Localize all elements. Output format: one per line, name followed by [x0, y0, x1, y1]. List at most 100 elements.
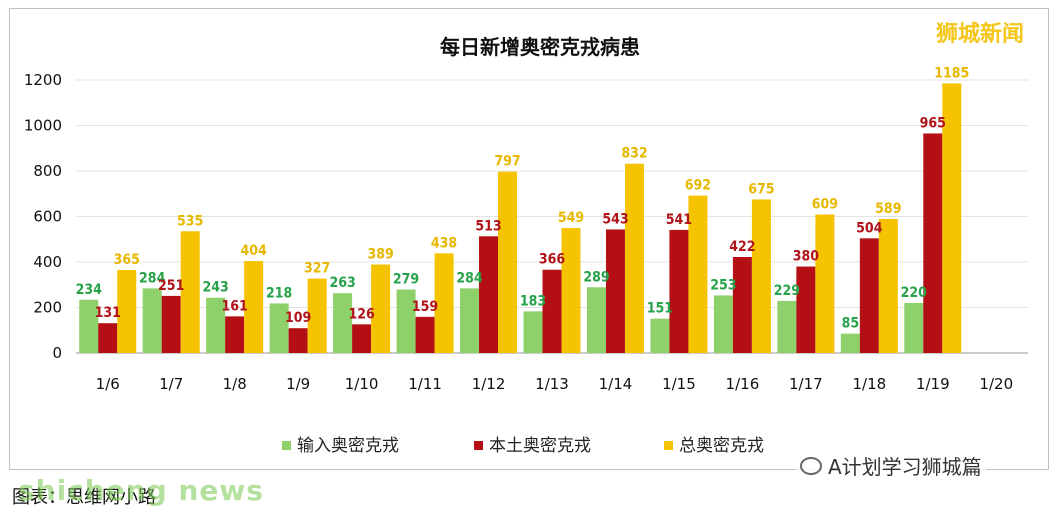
data-label-imported: 253: [710, 277, 736, 293]
data-label-total: 365: [114, 252, 140, 268]
data-label-local: 541: [666, 212, 692, 228]
data-label-local: 161: [222, 298, 248, 314]
wechat-account-name: A计划学习狮城篇: [828, 455, 982, 479]
bar-imported: [650, 318, 670, 353]
legend-label-local: 本土奥密克戎: [489, 436, 591, 456]
y-tick-label: 800: [33, 162, 62, 180]
bar-total: [942, 83, 962, 353]
bar-total: [180, 231, 200, 353]
legend-swatch-total: [664, 441, 673, 450]
legend-label-imported: 输入奥密克戎: [297, 436, 399, 456]
data-label-imported: 234: [76, 282, 103, 298]
wechat-account: A计划学习狮城篇: [796, 451, 986, 480]
bar-local: [98, 323, 118, 353]
data-label-imported: 151: [647, 301, 673, 317]
chart-title: 每日新增奥密克戎病患: [440, 35, 640, 59]
x-axis: 1/6 1/7 1/8 1/9 1/10 1/11 1/12 1/13 1/14 1/15 1/16…: [96, 375, 1013, 393]
bar-total: [815, 214, 835, 353]
x-tick-label: 1/6: [96, 375, 120, 393]
bar-total: [624, 163, 644, 353]
data-label-imported: 220: [901, 285, 928, 301]
data-label-local: 126: [348, 306, 375, 322]
bar-imported: [904, 302, 924, 353]
watermark: shicheng news: [18, 474, 264, 507]
legend: 输入奥密克戎 本土奥密克戎 总奥密克戎: [282, 436, 764, 456]
x-tick-label: 1/18: [852, 375, 886, 393]
data-label-total: 675: [748, 181, 774, 197]
bar-total: [498, 171, 518, 353]
bar-imported: [460, 288, 480, 353]
bar-local: [479, 236, 499, 353]
bar-local: [605, 229, 625, 353]
bar-total: [688, 195, 708, 353]
bars: [79, 83, 962, 353]
x-tick-label: 1/12: [472, 375, 506, 393]
data-label-imported: 218: [266, 285, 292, 301]
x-tick-label: 1/17: [789, 375, 823, 393]
x-tick-label: 1/15: [662, 375, 696, 393]
bar-total: [751, 199, 771, 353]
y-axis: 0 200 400 600 800 1000 1200: [24, 71, 62, 362]
data-label-total: 404: [241, 243, 268, 259]
bar-imported: [333, 293, 353, 353]
data-label-total: 549: [558, 210, 584, 226]
data-label-total: 832: [621, 146, 647, 162]
x-tick-label: 1/7: [159, 375, 183, 393]
data-label-local: 513: [475, 218, 501, 234]
data-label-local: 504: [856, 220, 883, 236]
data-label-imported: 284: [456, 270, 483, 286]
data-label-local: 109: [285, 310, 311, 326]
data-label-local: 965: [920, 115, 946, 131]
bar-local: [859, 238, 879, 353]
y-tick-label: 1200: [24, 71, 62, 89]
data-label-total: 389: [367, 247, 393, 263]
bar-total: [434, 253, 454, 353]
x-tick-label: 1/11: [408, 375, 442, 393]
data-label-imported: 243: [203, 280, 229, 296]
bar-imported: [269, 303, 289, 353]
x-tick-label: 1/14: [599, 375, 633, 393]
bar-local: [669, 229, 689, 353]
bar-imported: [142, 288, 162, 353]
wechat-icon: [800, 456, 822, 475]
bar-local: [225, 316, 245, 353]
bar-local: [923, 133, 943, 353]
brand-logo-text: 狮城新闻: [936, 22, 1025, 47]
data-label-local: 366: [539, 252, 566, 268]
data-label-local: 422: [729, 239, 755, 255]
figure-caption: 图表：思维网小路: [12, 487, 156, 508]
data-label-local: 380: [793, 249, 820, 265]
legend-label-total: 总奥密克戎: [679, 436, 764, 456]
data-label-total: 535: [177, 213, 203, 229]
bar-local: [796, 266, 816, 353]
bar-local: [732, 256, 752, 353]
y-tick-label: 600: [33, 208, 62, 226]
data-label-imported: 289: [583, 269, 609, 285]
y-tick-label: 1000: [24, 117, 62, 135]
bar-total: [307, 278, 327, 353]
legend-swatch-imported: [282, 441, 291, 450]
data-labels: 2341313652842515352431614042181093272631…: [76, 65, 970, 331]
data-label-local: 251: [158, 278, 184, 294]
bar-local: [288, 328, 308, 353]
data-label-total: 589: [875, 201, 901, 217]
x-tick-label: 1/16: [726, 375, 760, 393]
data-label-total: 692: [685, 178, 711, 194]
x-tick-label: 1/10: [345, 375, 379, 393]
data-label-total: 609: [812, 196, 838, 212]
bar-local: [352, 324, 372, 353]
data-label-imported: 229: [774, 283, 800, 299]
bar-total: [371, 264, 391, 353]
bar-local: [415, 316, 435, 353]
bar-total: [244, 261, 264, 353]
bar-imported: [777, 300, 797, 353]
bar-imported: [396, 289, 416, 353]
data-label-imported: 263: [329, 275, 355, 291]
x-tick-label: 1/8: [223, 375, 247, 393]
data-label-imported: 183: [520, 293, 546, 309]
bar-local: [542, 269, 562, 353]
data-label-total: 438: [431, 235, 457, 251]
data-label-total: 327: [304, 261, 330, 277]
bar-imported: [79, 299, 99, 353]
